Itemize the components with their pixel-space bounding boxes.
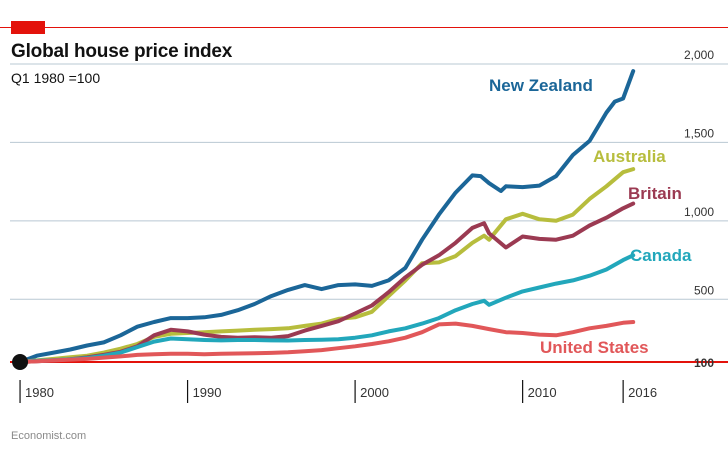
chart-title: Global house price index xyxy=(11,41,233,62)
y-tick-label: 2,000 xyxy=(684,48,714,62)
series-line-new-zealand xyxy=(18,69,636,364)
x-tick-label: 1980 xyxy=(25,385,54,400)
series-label-australia: Australia xyxy=(593,147,666,166)
y-tick-label: 100 xyxy=(694,356,714,370)
y-tick-label: 500 xyxy=(694,283,714,297)
x-tick-label: 2000 xyxy=(360,385,389,400)
series-label-canada: Canada xyxy=(630,246,692,265)
series-labels: New Zealand Australia Britain Canada United … xyxy=(489,76,692,357)
x-tick-label: 2016 xyxy=(628,385,657,400)
top-rule xyxy=(0,27,728,28)
chart-subtitle: Q1 1980 =100 xyxy=(11,70,101,86)
series-label-united-states: United States xyxy=(540,338,649,357)
axes: 100 500 1,000 1,500 2,000 1980 1990 2000 2010 201… xyxy=(12,48,714,403)
x-tick-label: 2010 xyxy=(528,385,557,400)
series-lines xyxy=(18,69,636,364)
series-line-united-states xyxy=(18,320,636,364)
source-credit: Economist.com xyxy=(11,430,87,442)
y-tick-label: 1,000 xyxy=(684,205,714,219)
series-line-canada xyxy=(18,253,636,364)
x-tick-label: 1990 xyxy=(193,385,222,400)
series-label-britain: Britain xyxy=(628,184,682,203)
grid-lines xyxy=(10,63,728,363)
y-tick-label: 1,500 xyxy=(684,126,714,140)
series-line-australia xyxy=(18,167,636,364)
start-marker xyxy=(12,354,29,370)
series-label-new-zealand: New Zealand xyxy=(489,76,593,95)
brand-tag xyxy=(11,21,45,34)
